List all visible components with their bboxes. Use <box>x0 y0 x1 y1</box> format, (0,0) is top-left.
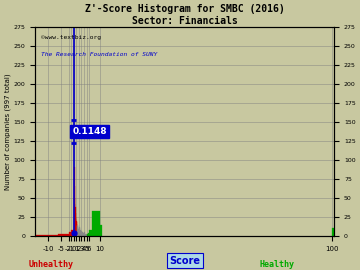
Bar <box>38 235 40 236</box>
Bar <box>82 233 83 236</box>
Bar <box>87 234 88 236</box>
Text: 0.1148: 0.1148 <box>72 127 107 136</box>
Bar <box>92 211 99 236</box>
Bar <box>58 234 61 236</box>
Bar <box>63 234 66 236</box>
Bar <box>53 235 56 236</box>
Bar <box>43 235 45 236</box>
Title: Z'-Score Histogram for SMBC (2016)
Sector: Financials: Z'-Score Histogram for SMBC (2016) Secto… <box>85 4 284 26</box>
Bar <box>85 234 87 236</box>
Bar <box>81 231 82 236</box>
Text: ©www.textbiz.org: ©www.textbiz.org <box>41 35 101 40</box>
Bar <box>68 232 71 236</box>
Text: Healthy: Healthy <box>259 260 294 269</box>
Bar <box>45 235 48 236</box>
Text: The Research Foundation of SUNY: The Research Foundation of SUNY <box>41 52 157 57</box>
Bar <box>56 235 58 236</box>
Bar <box>80 230 81 236</box>
Bar <box>332 228 334 236</box>
Bar <box>71 230 74 236</box>
Bar <box>35 235 38 236</box>
Y-axis label: Number of companies (997 total): Number of companies (997 total) <box>4 73 11 190</box>
Bar <box>84 232 85 236</box>
Bar <box>99 225 102 236</box>
Bar <box>79 225 80 236</box>
Bar <box>66 234 68 236</box>
Bar <box>88 233 89 236</box>
Bar <box>48 235 50 236</box>
X-axis label: Score: Score <box>169 256 200 266</box>
Bar <box>89 230 92 236</box>
Bar <box>40 235 43 236</box>
Bar <box>50 235 53 236</box>
Text: Unhealthy: Unhealthy <box>29 260 74 269</box>
Bar <box>83 233 84 236</box>
Bar <box>61 234 63 236</box>
